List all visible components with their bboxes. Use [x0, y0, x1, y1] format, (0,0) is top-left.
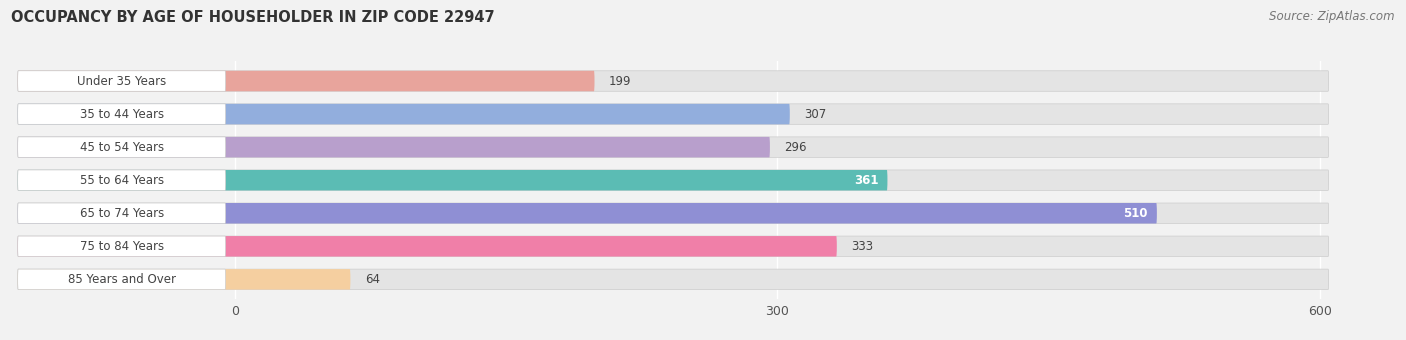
Text: 85 Years and Over: 85 Years and Over — [67, 273, 176, 286]
Text: 65 to 74 Years: 65 to 74 Years — [80, 207, 163, 220]
Text: 45 to 54 Years: 45 to 54 Years — [80, 141, 163, 154]
FancyBboxPatch shape — [18, 203, 225, 223]
FancyBboxPatch shape — [18, 71, 1329, 91]
FancyBboxPatch shape — [18, 203, 1329, 223]
Text: Under 35 Years: Under 35 Years — [77, 74, 166, 87]
FancyBboxPatch shape — [18, 269, 350, 290]
FancyBboxPatch shape — [18, 137, 770, 157]
FancyBboxPatch shape — [18, 236, 1329, 257]
FancyBboxPatch shape — [18, 71, 595, 91]
Text: 199: 199 — [609, 74, 631, 87]
FancyBboxPatch shape — [18, 71, 225, 91]
FancyBboxPatch shape — [18, 203, 1157, 223]
FancyBboxPatch shape — [18, 104, 225, 124]
FancyBboxPatch shape — [18, 104, 790, 124]
FancyBboxPatch shape — [18, 137, 1329, 157]
FancyBboxPatch shape — [18, 170, 887, 190]
Text: 64: 64 — [366, 273, 380, 286]
Text: Source: ZipAtlas.com: Source: ZipAtlas.com — [1270, 10, 1395, 23]
Text: 75 to 84 Years: 75 to 84 Years — [80, 240, 163, 253]
Text: 333: 333 — [851, 240, 873, 253]
Text: 55 to 64 Years: 55 to 64 Years — [80, 174, 163, 187]
FancyBboxPatch shape — [18, 236, 837, 257]
FancyBboxPatch shape — [18, 137, 225, 157]
FancyBboxPatch shape — [18, 104, 1329, 124]
FancyBboxPatch shape — [18, 170, 1329, 190]
Text: 296: 296 — [785, 141, 807, 154]
FancyBboxPatch shape — [18, 269, 1329, 290]
Text: OCCUPANCY BY AGE OF HOUSEHOLDER IN ZIP CODE 22947: OCCUPANCY BY AGE OF HOUSEHOLDER IN ZIP C… — [11, 10, 495, 25]
Text: 361: 361 — [853, 174, 879, 187]
FancyBboxPatch shape — [18, 269, 225, 290]
Text: 510: 510 — [1123, 207, 1147, 220]
Text: 307: 307 — [804, 107, 827, 121]
FancyBboxPatch shape — [18, 170, 225, 190]
Text: 35 to 44 Years: 35 to 44 Years — [80, 107, 163, 121]
FancyBboxPatch shape — [18, 236, 225, 257]
